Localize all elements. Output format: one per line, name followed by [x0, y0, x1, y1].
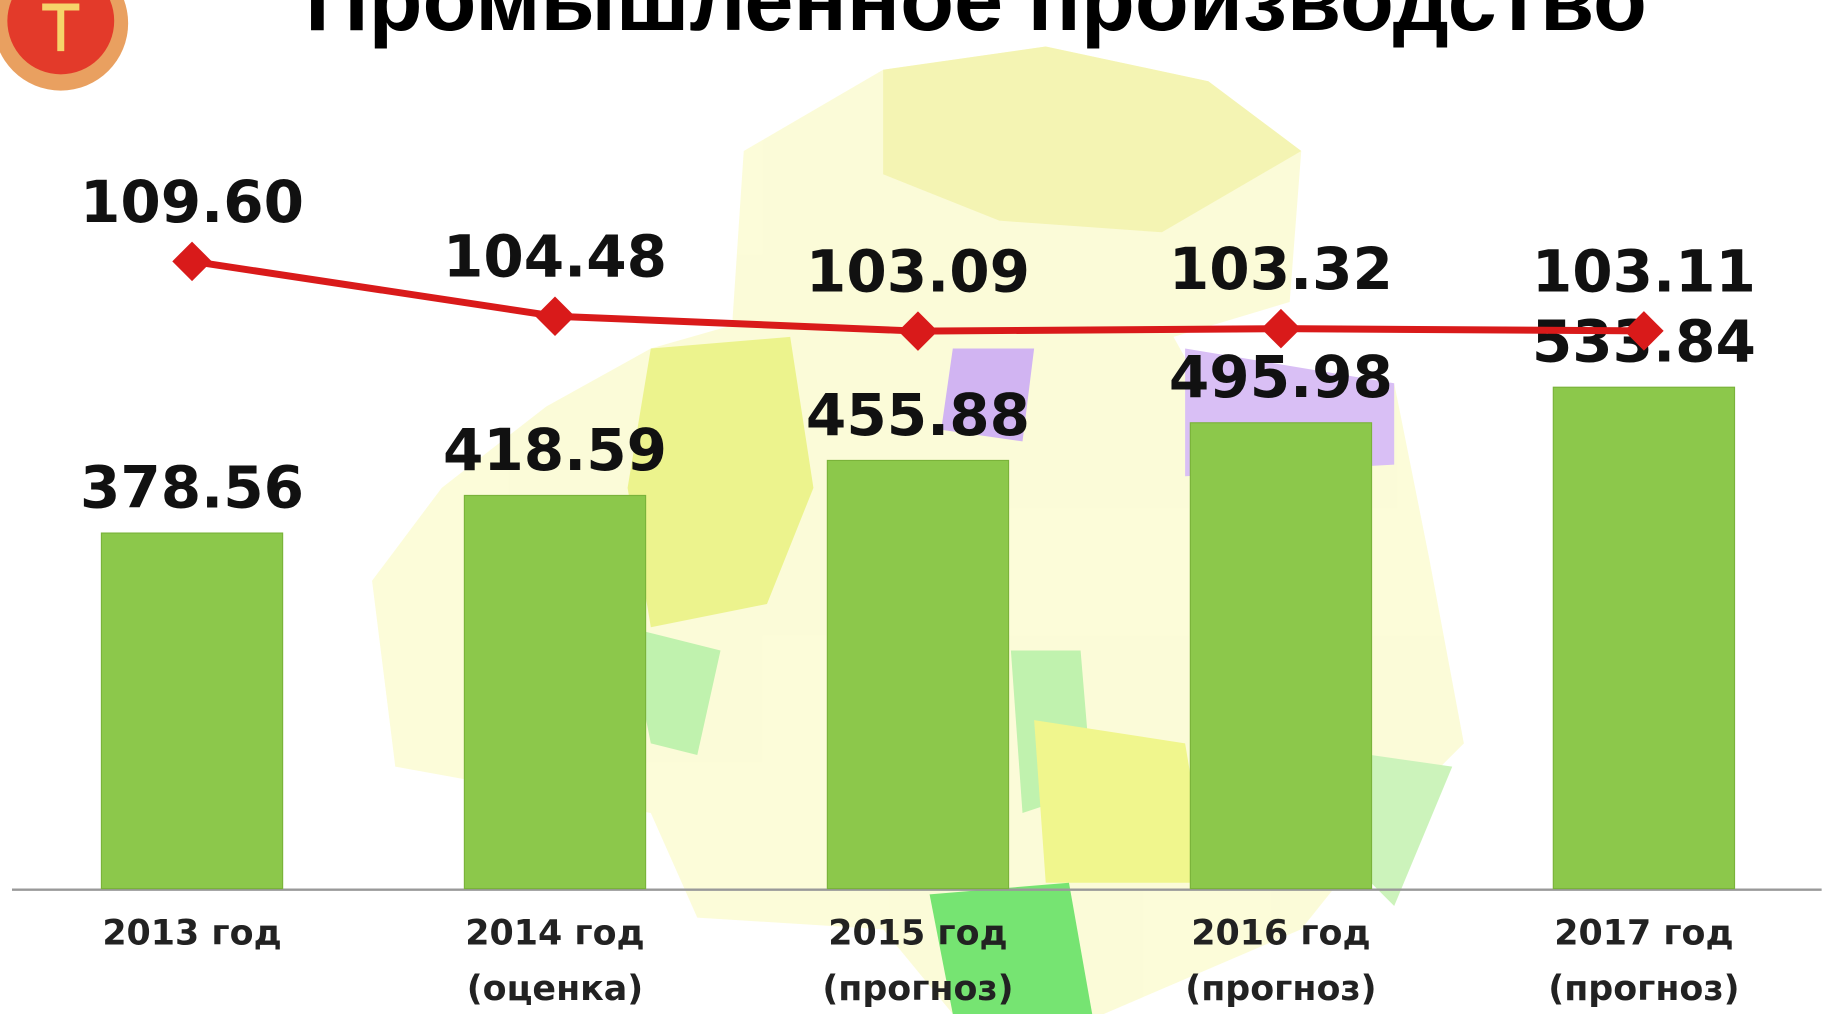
x-tick-label-box: 2015 год (прогноз)	[822, 912, 1014, 1010]
map-region	[883, 46, 1302, 233]
bar	[826, 459, 1010, 890]
bar	[1189, 422, 1373, 890]
x-tick-label: 2014 год (оценка)	[465, 912, 645, 1010]
line-value-label: 103.11	[1532, 237, 1756, 305]
bar	[1552, 386, 1736, 890]
bar	[463, 494, 647, 890]
line-value-label: 104.48	[443, 223, 667, 291]
map-region	[627, 627, 721, 755]
map-region	[1370, 754, 1453, 906]
bar-value-label: 495.98	[1169, 343, 1393, 411]
map-region	[929, 882, 1093, 1014]
x-tick-label: 2016 год (прогноз)	[1185, 912, 1377, 1010]
x-tick-label-box: 2014 год (оценка)	[465, 912, 645, 1010]
x-tick-label-box: 2016 год (прогноз)	[1185, 912, 1377, 1010]
bar-value-label: 378.56	[80, 454, 304, 522]
x-tick-label-box: 2017 год (прогноз)	[1548, 912, 1740, 1010]
line-value-label: 103.09	[806, 238, 1030, 306]
map-region	[1034, 720, 1209, 883]
bar-value-label: 455.88	[806, 381, 1030, 449]
bar	[100, 532, 284, 890]
x-tick-label-box: 2013 год	[102, 912, 282, 954]
x-tick-label: 2013 год	[102, 912, 282, 954]
map-region	[941, 348, 1035, 442]
logo-symbol	[42, 3, 80, 52]
x-tick-label: 2015 год (прогноз)	[822, 912, 1014, 1010]
line-marker	[172, 241, 212, 282]
line-marker	[535, 296, 575, 336]
logo	[0, 0, 129, 91]
chart-title: Промышленное производство	[305, 0, 1647, 49]
map-region	[627, 336, 814, 628]
x-tick-label: 2017 год (прогноз)	[1548, 912, 1740, 1010]
line-marker	[1261, 308, 1301, 349]
line-value-label: 103.32	[1169, 235, 1393, 303]
line-value-label: 109.60	[80, 168, 304, 236]
bar-value-label: 418.59	[443, 416, 667, 484]
